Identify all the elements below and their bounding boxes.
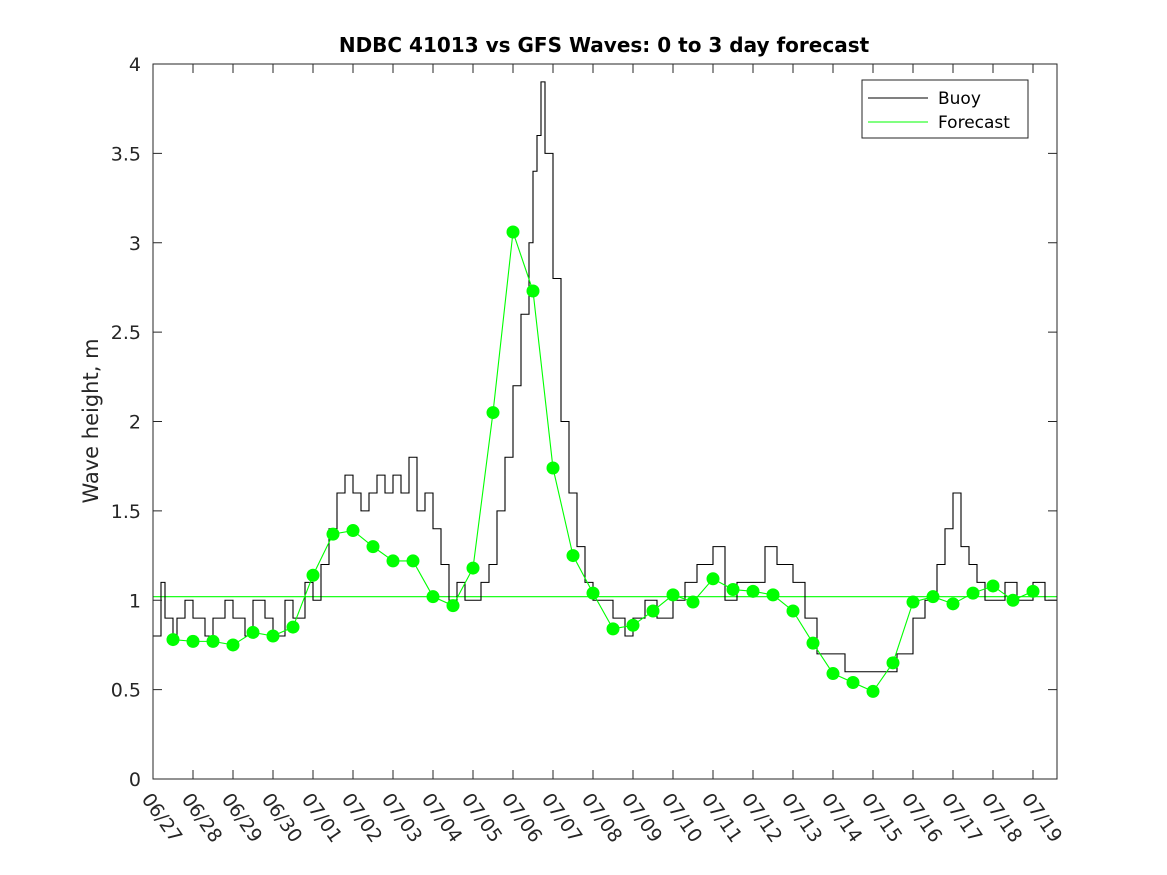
y-tick-label: 3.5 [111,143,141,165]
forecast-point [606,622,620,636]
legend-box [861,79,1029,139]
forecast-point [706,572,720,586]
y-tick-label: 2 [129,412,141,434]
y-tick-label: 0.5 [111,680,141,702]
forecast-point [886,656,900,670]
forecast-point [1006,593,1020,607]
forecast-point [446,599,460,613]
forecast-point [726,583,740,597]
forecast-point [626,618,640,632]
forecast-point [946,597,960,611]
forecast-point [166,633,180,647]
y-tick-label: 1 [129,590,141,612]
forecast-point [846,675,860,689]
legend-forecast-label: Forecast [938,113,1010,133]
forecast-point [646,604,660,618]
forecast-point [466,561,480,575]
forecast-point [686,595,700,609]
forecast-point [366,540,380,554]
forecast-point [826,667,840,681]
forecast-point [186,634,200,648]
forecast-point [526,284,540,298]
forecast-point [226,638,240,652]
plot-area [153,81,1057,698]
y-tick-label: 0 [129,769,141,791]
forecast-point [806,636,820,650]
forecast-point [746,584,760,598]
forecast-point [206,634,220,648]
forecast-point [386,554,400,568]
forecast-point [866,684,880,698]
forecast-point [966,586,980,600]
forecast-point [766,588,780,602]
forecast-point [546,461,560,475]
forecast-point [286,620,300,634]
forecast-point [986,579,1000,593]
y-tick-label: 3 [129,233,141,255]
forecast-point [666,588,680,602]
y-tick-label: 2.5 [111,322,141,344]
forecast-point [346,524,360,538]
forecast-point [1026,584,1040,598]
forecast-point [506,225,520,239]
forecast-point [406,554,420,568]
y-tick-label: 1.5 [111,501,141,523]
legend: Buoy Forecast [861,79,1029,139]
chart-title: NDBC 41013 vs GFS Waves: 0 to 3 day fore… [339,33,870,57]
legend-buoy-label: Buoy [938,89,981,109]
forecast-point [326,527,340,541]
forecast-point [426,590,440,604]
forecast-point [306,568,320,582]
forecast-point [486,406,500,420]
forecast-point [586,586,600,600]
forecast-point [266,629,280,643]
forecast-point [786,604,800,618]
forecast-point [566,549,580,563]
y-axis-label: Wave height, m [79,338,103,503]
y-tick-label: 4 [129,54,141,76]
forecast-point [926,590,940,604]
forecast-point [906,595,920,609]
forecast-point [246,625,260,639]
